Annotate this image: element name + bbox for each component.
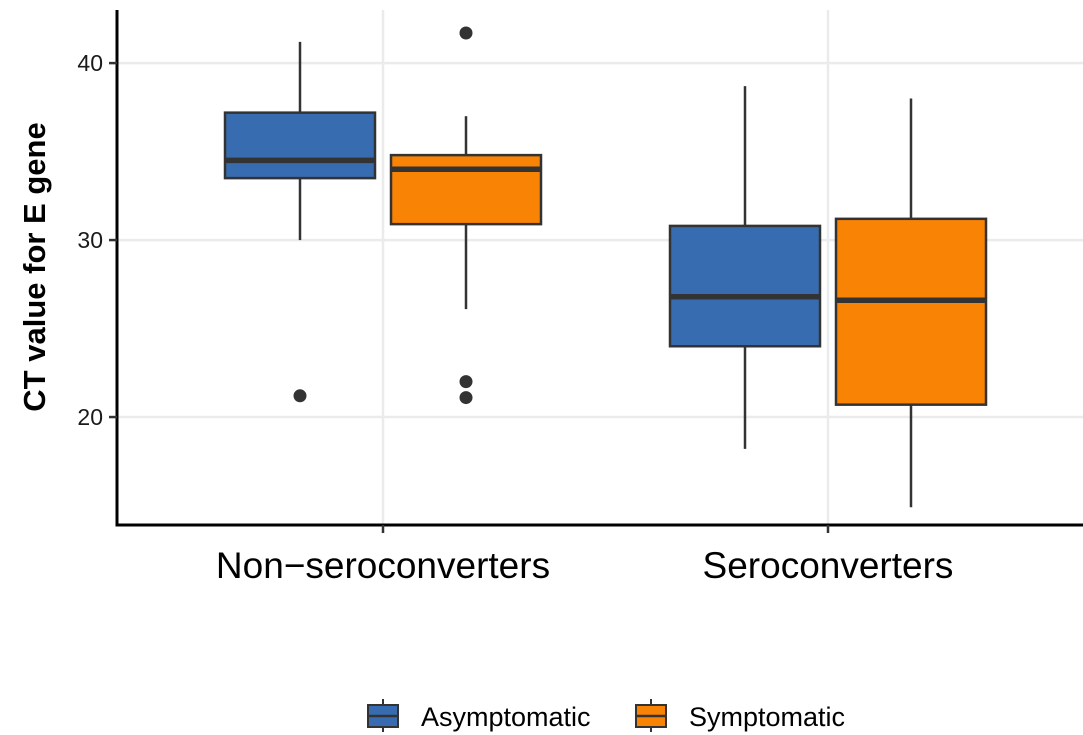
outlier-point <box>293 389 307 403</box>
box <box>389 153 543 226</box>
box <box>668 224 822 348</box>
box <box>834 217 988 406</box>
outlier-point <box>459 375 473 389</box>
legend-label: Asymptomatic <box>421 702 591 732</box>
plot-boxes <box>223 26 988 508</box>
outlier-point <box>459 26 473 40</box>
legend-item: Asymptomatic <box>367 699 591 732</box>
axes: 20 30 40 Non−seroconverters Seroconverters <box>77 10 1083 586</box>
outlier-point <box>459 391 473 405</box>
x-tick-label: Non−seroconverters <box>216 545 550 586</box>
y-tick-label: 40 <box>77 50 103 76</box>
y-tick-label: 20 <box>77 404 103 430</box>
legend-item: Symptomatic <box>635 699 845 732</box>
y-axis-title: CT value for E gene <box>17 122 52 411</box>
box <box>223 111 377 180</box>
legend: Asymptomatic Symptomatic <box>367 699 845 732</box>
legend-label: Symptomatic <box>689 702 845 732</box>
x-tick-label: Seroconverters <box>703 545 954 586</box>
y-tick-label: 30 <box>77 227 103 253</box>
